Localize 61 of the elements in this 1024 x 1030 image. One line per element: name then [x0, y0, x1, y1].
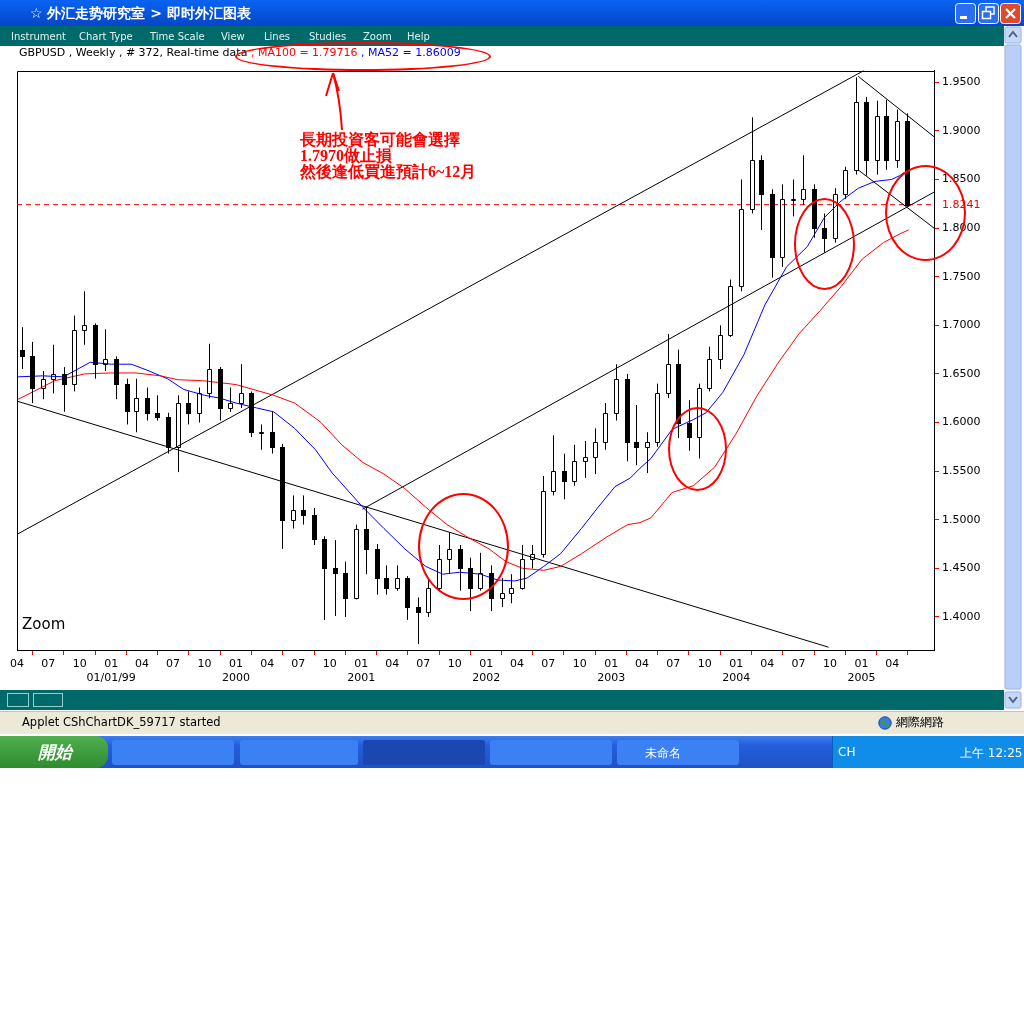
y-tick-label: 1.9000: [942, 123, 981, 137]
text: 上午 12:25: [960, 745, 1023, 762]
x-tick-label: 07: [541, 657, 556, 671]
y-tick-label: 1.7000: [942, 318, 981, 332]
x-tick-label: 07: [166, 657, 181, 671]
y-tick-label: 1.4000: [942, 609, 981, 623]
text: View: [221, 31, 245, 42]
x-tick-label: 10: [197, 657, 212, 671]
x-tick-label: 04: [760, 657, 775, 671]
x-tick-label: 10: [822, 657, 837, 671]
x-tick-label: 01 2001: [347, 657, 376, 684]
text: Chart Type: [79, 31, 133, 42]
text: Applet CShChartDK_59717 started: [22, 715, 221, 729]
x-tick-label: 10: [322, 657, 337, 671]
text: CH: [838, 745, 856, 759]
x-tick-label: 10: [447, 657, 462, 671]
annotation: 然後逢低買進預計6~12月: [300, 163, 477, 180]
x-tick-label: 01 2002: [472, 657, 501, 684]
x-tick-label: 04: [635, 657, 650, 671]
x-tick-label: 07: [666, 657, 681, 671]
x-tick-label: 04: [260, 657, 275, 671]
x-tick-label: 04: [510, 657, 525, 671]
annotation: 長期投資客可能會選擇: [300, 131, 460, 148]
x-tick-label: 04: [10, 657, 24, 671]
annotation: 1.7970做止損: [300, 147, 392, 164]
x-tick-label: 07: [291, 657, 306, 671]
text: Lines: [264, 31, 291, 42]
x-tick-label: 10: [72, 657, 87, 671]
x-tick-label: 01 2000: [222, 657, 251, 684]
text: 開始: [38, 741, 72, 764]
text: Help: [407, 31, 430, 42]
y-tick-label: 1.5000: [942, 512, 981, 526]
text: Studies: [309, 31, 347, 42]
x-tick-label: 01 2005: [847, 657, 876, 684]
x-tick-label: 07: [791, 657, 806, 671]
x-tick-label: 01 2004: [722, 657, 751, 684]
text: Zoom: [363, 31, 392, 42]
text: 網際網路: [896, 715, 944, 730]
text: , MA100 = 1.79716: [250, 46, 358, 59]
chart-title: GBPUSD , Weekly , # 372, Real-time data: [19, 46, 248, 59]
y-tick-label: 1.7500: [942, 269, 981, 283]
text: 未命名: [645, 745, 681, 762]
x-tick-label: 07: [416, 657, 431, 671]
y-tick-label: 1.6500: [942, 366, 981, 380]
y-tick-label: 1.4500: [942, 561, 981, 575]
y-tick-label: 1.6000: [942, 415, 981, 429]
x-tick-label: 04: [385, 657, 400, 671]
x-tick-label: 01 2003: [597, 657, 626, 684]
x-tick-label: 04: [885, 657, 900, 671]
annotation: Zoom: [22, 615, 66, 633]
text: Time Scale: [150, 31, 205, 42]
x-tick-label: 10: [697, 657, 712, 671]
text: ☆ 外汇走势研究室 > 即时外汇图表: [30, 5, 251, 23]
x-tick-label: 01 01/01/99: [86, 657, 136, 684]
text: , MA52 = 1.86009: [361, 46, 461, 59]
y-tick-label: 1.5500: [942, 463, 981, 477]
x-tick-label: 07: [41, 657, 56, 671]
x-tick-label: 10: [572, 657, 587, 671]
x-tick-label: 04: [134, 657, 149, 671]
y-tick-label: 1.9500: [942, 75, 981, 89]
text: Instrument: [11, 31, 67, 42]
